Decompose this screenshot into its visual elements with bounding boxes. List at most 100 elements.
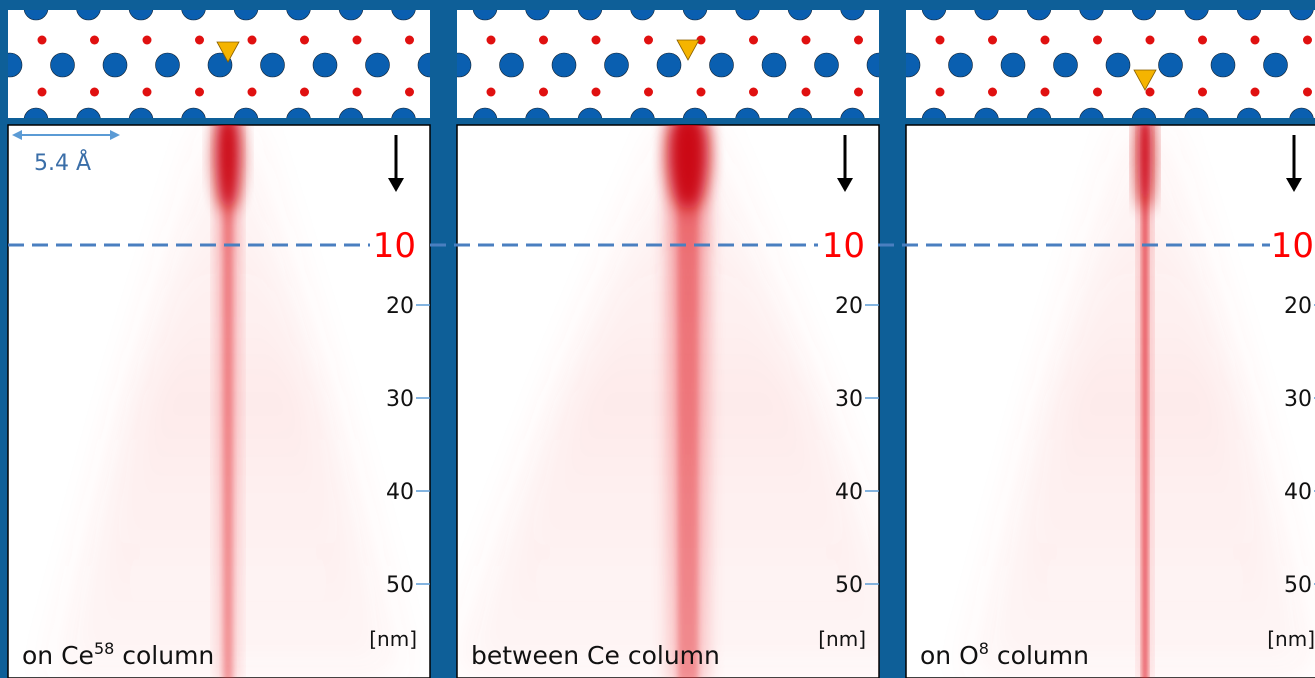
o-atom: [935, 87, 945, 97]
ce-atom: [50, 52, 75, 78]
ce-atom: [577, 10, 603, 21]
scale-bar-head: [12, 130, 22, 140]
ce-atom: [840, 107, 865, 118]
o-atom: [854, 87, 863, 97]
o-atom: [434, 36, 443, 45]
ce-atom: [76, 10, 101, 21]
beam-core: [678, 125, 698, 678]
o-atom: [142, 35, 152, 45]
ce-atom: [457, 52, 472, 78]
ce-atom: [1236, 10, 1262, 21]
probe-marker: [676, 39, 700, 61]
ce-atom: [181, 10, 206, 21]
o-atom: [1040, 87, 1050, 97]
ce-atom: [365, 52, 390, 78]
ce-atom: [551, 52, 577, 78]
beam-focus: [1137, 125, 1153, 210]
ce-atom: [974, 10, 999, 21]
label-sup: 58: [94, 639, 114, 658]
o-atom: [988, 87, 997, 97]
ce-atom: [948, 52, 973, 78]
label-text: column: [114, 641, 214, 670]
o-atom: [883, 36, 892, 45]
ce-atom: [735, 10, 760, 21]
o-atom: [801, 35, 811, 45]
ce-atom: [735, 107, 760, 118]
o-atom: [539, 87, 548, 97]
ce-atom: [128, 107, 154, 118]
o-atom: [1093, 35, 1102, 45]
label-text: column: [989, 641, 1089, 670]
ce-atom: [1158, 52, 1183, 78]
o-atom: [434, 88, 443, 97]
o-atom: [1250, 35, 1260, 45]
scale-bar-head: [110, 130, 120, 140]
ce-atom: [1289, 10, 1314, 21]
ce-atom: [1000, 52, 1026, 78]
ce-atom: [1131, 107, 1157, 118]
ce-atom: [1263, 52, 1288, 78]
panel-label: between Ce column: [471, 641, 720, 670]
unit-label: [nm]: [369, 627, 417, 651]
o-atom: [591, 35, 601, 45]
o-atom: [883, 88, 892, 97]
o-atom: [988, 35, 997, 45]
arrow-head: [837, 178, 853, 192]
o-atom: [644, 35, 653, 45]
beam: [52, 125, 404, 678]
ce-atom: [604, 52, 629, 78]
label-text: between Ce column: [471, 641, 720, 670]
lattice: [434, 10, 879, 118]
ce-atom: [472, 107, 498, 118]
ce-atom: [921, 10, 947, 21]
ce-atom: [1053, 52, 1078, 78]
beam: [969, 125, 1315, 678]
scale-bar-label: 5.4 Å: [34, 149, 91, 176]
o-atom: [405, 87, 414, 97]
o-atom: [801, 87, 811, 97]
ce-atom: [155, 52, 180, 78]
ce-atom: [974, 107, 999, 118]
ce-atom: [682, 107, 708, 118]
ce-atom: [23, 10, 49, 21]
depth-tick-label: 20: [386, 294, 414, 319]
o-atom: [1303, 35, 1312, 45]
o-atom: [90, 35, 99, 45]
o-atom: [935, 35, 945, 45]
ce-atom: [8, 52, 23, 78]
depth-tick-label: 40: [1284, 480, 1312, 505]
o-atom: [696, 87, 706, 97]
ce-atom: [1236, 107, 1262, 118]
o-atom: [854, 35, 863, 45]
ce-atom: [921, 107, 947, 118]
depth-tick-label: 30: [1284, 387, 1312, 412]
ce-atom: [840, 10, 865, 21]
o-atom: [37, 35, 47, 45]
ce-atom: [1026, 107, 1052, 118]
lattice: [883, 10, 1314, 118]
o-atom: [1250, 87, 1260, 97]
arrow-head: [388, 178, 404, 192]
ce-atom: [525, 10, 550, 21]
ce-atom: [866, 52, 879, 78]
arrow-head: [1286, 178, 1302, 192]
o-atom: [1198, 35, 1207, 45]
o-atom: [37, 87, 47, 97]
ce-atom: [814, 52, 839, 78]
depth-tick-label: 20: [1284, 294, 1312, 319]
o-atom: [352, 35, 362, 45]
o-atom: [352, 87, 362, 97]
probe-marker: [216, 41, 240, 63]
beam-core: [223, 125, 233, 678]
o-atom: [1145, 87, 1155, 97]
panel: 10 20 30 40 50 [nm] between Ce column: [434, 10, 880, 678]
ce-atom: [260, 52, 285, 78]
ce-atom: [906, 52, 921, 78]
ce-atom: [1026, 10, 1052, 21]
o-atom: [1303, 87, 1312, 97]
depth-tick-label: 40: [386, 480, 414, 505]
ce-atom: [1289, 107, 1314, 118]
ce-atom: [1131, 10, 1157, 21]
label-sup: 8: [979, 639, 989, 658]
